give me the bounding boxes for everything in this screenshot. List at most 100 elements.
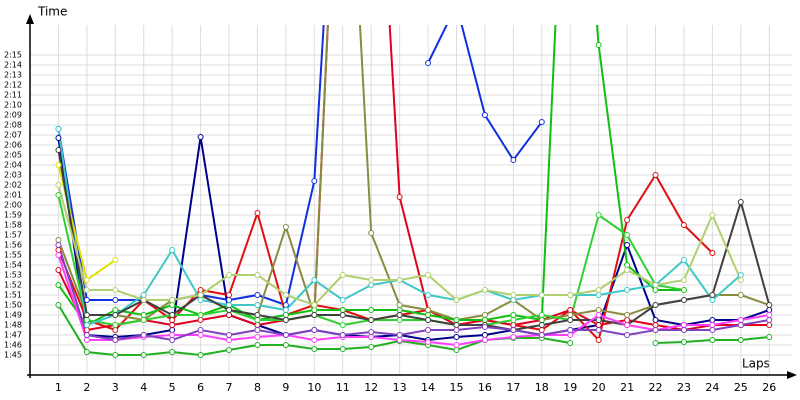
x-tick-label: 1 xyxy=(55,381,62,394)
point xyxy=(652,287,659,293)
y-tick-label: 2:14 xyxy=(4,61,22,70)
point xyxy=(339,272,346,278)
point xyxy=(680,327,687,333)
point xyxy=(197,317,204,323)
point xyxy=(311,337,318,343)
point xyxy=(425,292,432,298)
x-tick-label: 9 xyxy=(282,381,289,394)
point xyxy=(624,267,631,273)
point xyxy=(282,332,289,338)
point xyxy=(368,282,375,288)
y-tick-label: 1:56 xyxy=(4,241,22,250)
y-tick-label: 2:08 xyxy=(4,121,22,130)
x-axis-title: Laps xyxy=(742,357,770,371)
point xyxy=(652,340,659,346)
x-tick-label: 18 xyxy=(535,381,549,394)
point xyxy=(197,327,204,333)
point xyxy=(766,334,773,340)
point xyxy=(169,327,176,333)
series-line xyxy=(57,25,543,307)
point xyxy=(709,317,716,323)
point xyxy=(737,317,744,323)
point xyxy=(55,147,62,153)
point xyxy=(282,312,289,318)
y-tick-label: 1:45 xyxy=(4,351,22,360)
point xyxy=(55,252,62,258)
point xyxy=(396,332,403,338)
x-tick-label: 23 xyxy=(677,381,691,394)
point xyxy=(652,282,659,288)
point xyxy=(368,329,375,335)
point xyxy=(55,182,62,188)
point xyxy=(197,287,204,293)
point xyxy=(169,302,176,308)
x-tick-label: 20 xyxy=(592,381,606,394)
point xyxy=(766,302,773,308)
point xyxy=(55,282,62,288)
y-tick-label: 2:00 xyxy=(4,201,22,210)
point xyxy=(396,317,403,323)
point xyxy=(254,302,261,308)
point xyxy=(254,292,261,298)
point xyxy=(169,322,176,328)
series-line xyxy=(57,244,770,342)
point xyxy=(680,257,687,263)
point xyxy=(396,337,403,343)
point xyxy=(652,317,659,323)
point xyxy=(254,342,261,348)
point xyxy=(567,327,574,333)
point xyxy=(510,297,517,303)
point xyxy=(282,342,289,348)
point xyxy=(624,287,631,293)
y-tick-label: 1:59 xyxy=(4,211,22,220)
point xyxy=(368,230,375,236)
point xyxy=(169,312,176,318)
x-tick-label: 24 xyxy=(705,381,719,394)
point xyxy=(538,322,545,328)
point xyxy=(83,337,90,343)
x-tick-label: 3 xyxy=(112,381,119,394)
y-tick-label: 2:07 xyxy=(4,131,22,140)
point xyxy=(510,327,517,333)
point xyxy=(737,322,744,328)
y-tick-label: 2:13 xyxy=(4,71,22,80)
point xyxy=(567,332,574,338)
x-tick-label: 12 xyxy=(364,381,378,394)
point xyxy=(311,327,318,333)
point xyxy=(55,247,62,253)
point xyxy=(169,247,176,253)
point xyxy=(55,267,62,273)
point xyxy=(737,199,744,205)
point xyxy=(680,222,687,228)
point xyxy=(624,312,631,318)
point xyxy=(510,312,517,318)
point xyxy=(453,334,460,340)
point xyxy=(169,349,176,355)
point xyxy=(226,292,233,298)
point xyxy=(624,317,631,323)
point xyxy=(709,297,716,303)
x-tick-label: 5 xyxy=(169,381,176,394)
point xyxy=(680,297,687,303)
point xyxy=(425,272,432,278)
point xyxy=(624,322,631,328)
point xyxy=(567,292,574,298)
y-tick-label: 1:55 xyxy=(4,251,22,260)
point xyxy=(510,322,517,328)
point xyxy=(737,292,744,298)
point xyxy=(680,277,687,283)
point xyxy=(481,312,488,318)
point xyxy=(624,332,631,338)
point xyxy=(595,292,602,298)
y-tick-label: 1:57 xyxy=(4,231,22,240)
point xyxy=(197,292,204,298)
point xyxy=(680,339,687,345)
point xyxy=(282,302,289,308)
point xyxy=(680,322,687,328)
point xyxy=(83,322,90,328)
point xyxy=(396,194,403,200)
y-tick-label: 2:06 xyxy=(4,141,22,150)
y-tick-label: 2:02 xyxy=(4,181,22,190)
point xyxy=(396,302,403,308)
point xyxy=(595,337,602,343)
